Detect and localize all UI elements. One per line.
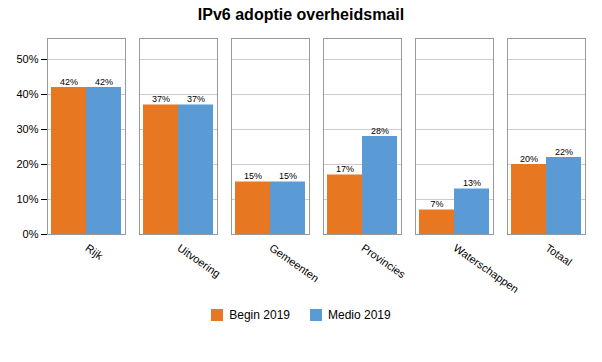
svg-text:37%: 37% xyxy=(187,94,205,104)
svg-text:17%: 17% xyxy=(336,164,354,174)
svg-text:40%: 40% xyxy=(16,88,38,100)
svg-text:28%: 28% xyxy=(371,126,389,136)
svg-text:22%: 22% xyxy=(555,147,573,157)
svg-text:42%: 42% xyxy=(95,77,113,87)
svg-text:10%: 10% xyxy=(16,193,38,205)
svg-text:7%: 7% xyxy=(430,199,443,209)
svg-text:Rijk: Rijk xyxy=(83,241,105,262)
svg-text:Gemeenten: Gemeenten xyxy=(267,241,321,284)
svg-text:Provincies: Provincies xyxy=(359,241,408,280)
svg-text:20%: 20% xyxy=(16,158,38,170)
html-text:Begin 2019: Begin 2019 xyxy=(229,308,290,322)
html-text:Medio 2019: Medio 2019 xyxy=(328,308,391,322)
html-text:IPv6 adoptie overheidsmail: IPv6 adoptie overheidsmail xyxy=(197,6,405,23)
svg-text:Uitvoering: Uitvoering xyxy=(175,241,222,279)
svg-text:0%: 0% xyxy=(23,228,39,240)
svg-text:37%: 37% xyxy=(152,94,170,104)
svg-text:Waterschappen: Waterschappen xyxy=(451,241,521,295)
svg-text:13%: 13% xyxy=(463,178,481,188)
svg-text:15%: 15% xyxy=(244,171,262,181)
svg-text:20%: 20% xyxy=(520,154,538,164)
svg-text:50%: 50% xyxy=(16,53,38,65)
svg-text:30%: 30% xyxy=(16,123,38,135)
svg-text:Totaal: Totaal xyxy=(543,241,574,268)
svg-text:15%: 15% xyxy=(279,171,297,181)
svg-text:42%: 42% xyxy=(60,77,78,87)
